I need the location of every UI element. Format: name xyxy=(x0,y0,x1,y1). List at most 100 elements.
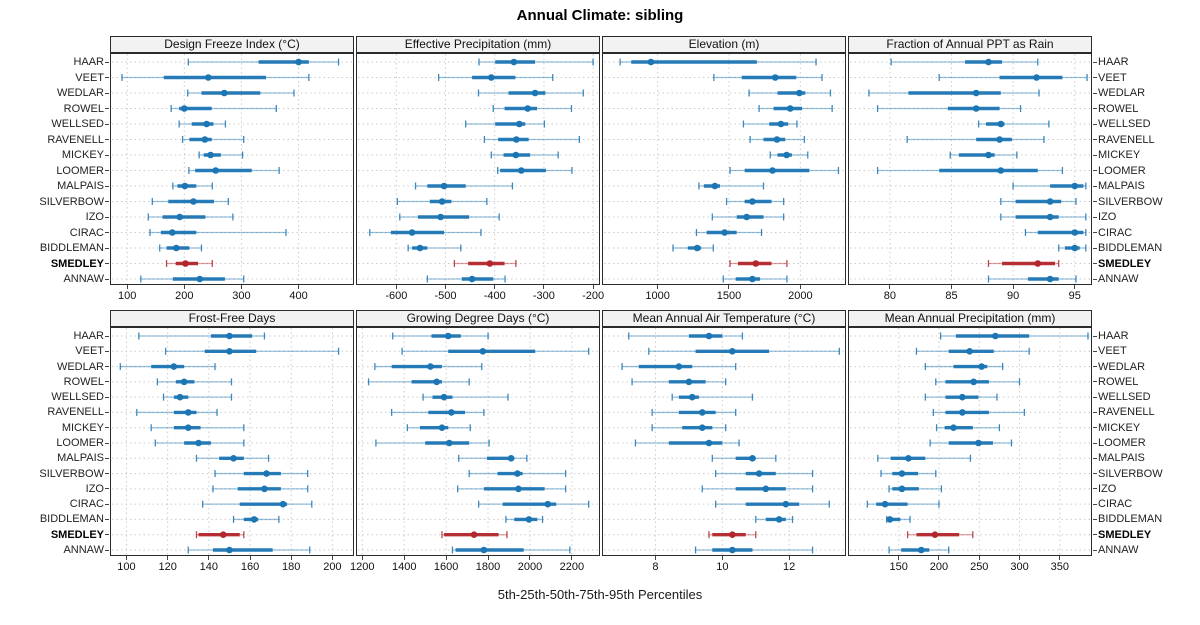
site-axis-tick xyxy=(105,549,109,551)
x-axis-tick xyxy=(403,556,405,560)
series-loomer xyxy=(375,439,490,447)
series-malpais xyxy=(698,182,765,190)
site-axis-tick xyxy=(1093,411,1097,413)
panel-design-freeze-index-c xyxy=(110,53,354,285)
site-axis-tick xyxy=(105,154,109,156)
x-axis-tick xyxy=(183,285,185,289)
series-mickey xyxy=(949,151,1018,159)
site-label-right-annaw: ANNAW xyxy=(1098,544,1139,556)
site-axis-tick xyxy=(1093,185,1097,187)
site-label-right-rowel: ROWEL xyxy=(1098,102,1139,115)
site-axis-tick xyxy=(105,170,109,171)
strip-frost-free-days: Frost-Free Days xyxy=(110,310,354,327)
site-label-right-malpais: MALPAIS xyxy=(1098,180,1145,192)
series-mickey xyxy=(198,151,244,159)
site-axis-tick xyxy=(105,278,109,280)
series-wedlar xyxy=(119,363,216,371)
series-wellsed xyxy=(977,120,1050,128)
series-veet xyxy=(401,347,590,355)
x-axis-label: 1500 xyxy=(716,290,742,302)
series-annaw xyxy=(187,546,311,554)
series-biddleman xyxy=(407,244,462,252)
site-axis-tick xyxy=(105,185,109,187)
site-label-right-mickey: MICKEY xyxy=(1098,149,1141,161)
site-axis-tick xyxy=(105,350,109,352)
x-axis-tick xyxy=(938,556,940,560)
site-label-left-malpais: MALPAIS xyxy=(57,180,104,192)
x-axis-tick xyxy=(721,556,723,560)
site-label-right-haar: HAAR xyxy=(1098,56,1129,68)
x-axis-tick xyxy=(126,285,128,289)
site-label-right-smedley: SMEDLEY xyxy=(1098,257,1152,270)
x-axis-label: 8 xyxy=(652,561,659,573)
site-axis-tick xyxy=(105,201,109,202)
series-ravenell xyxy=(651,408,737,416)
site-axis-tick xyxy=(1093,216,1097,218)
site-label-right-haar: HAAR xyxy=(1098,330,1129,342)
site-label-right-ravenell: RAVENELL xyxy=(1098,133,1155,146)
x-axis-label: 350 xyxy=(1050,561,1069,573)
site-label-left-cirac: CIRAC xyxy=(69,498,104,511)
site-label-right-ravenell: RAVENELL xyxy=(1098,406,1155,419)
series-annaw xyxy=(987,275,1077,283)
site-label-left-wedlar: WEDLAR xyxy=(56,360,104,373)
site-axis-tick xyxy=(105,442,109,444)
x-axis-label: 200 xyxy=(929,561,949,573)
site-axis-tick xyxy=(105,473,109,475)
x-axis-tick xyxy=(889,285,891,289)
series-veet xyxy=(648,347,840,355)
strip-design-freeze-index-c: Design Freeze Index (°C) xyxy=(110,36,354,53)
site-label-right-biddleman: BIDDLEMAN xyxy=(1098,513,1163,526)
site-label-left-loomer: LOOMER xyxy=(56,437,104,449)
site-axis-tick xyxy=(1093,442,1097,444)
x-axis-label: 80 xyxy=(883,290,897,302)
series-haar xyxy=(187,58,340,66)
site-label-left-silverbow: SILVERBOW xyxy=(39,467,104,480)
site-axis-tick xyxy=(1093,335,1097,337)
panel-mean-annual-air-temperature-c xyxy=(602,327,846,556)
series-haar xyxy=(939,332,1089,340)
site-label-right-annaw: ANNAW xyxy=(1098,273,1139,285)
site-axis-tick xyxy=(1093,278,1097,280)
site-label-left-annaw: ANNAW xyxy=(63,273,104,285)
site-axis-tick xyxy=(1093,123,1097,125)
site-axis-tick xyxy=(105,366,109,368)
site-label-left-mickey: MICKEY xyxy=(61,149,104,161)
x-axis-label: 1800 xyxy=(475,561,501,573)
series-rowel xyxy=(758,105,833,112)
site-axis-tick xyxy=(105,123,109,125)
site-label-left-rowel: ROWEL xyxy=(63,375,104,388)
site-axis-tick xyxy=(1093,77,1097,78)
site-axis-tick xyxy=(105,488,109,490)
site-axis-tick xyxy=(105,92,109,94)
x-axis-label: 140 xyxy=(199,561,219,573)
series-wellsed xyxy=(162,393,233,401)
series-haar xyxy=(619,58,817,66)
series-mickey xyxy=(651,424,727,432)
series-cirac xyxy=(202,500,313,508)
series-annaw xyxy=(722,275,788,283)
site-axis-tick xyxy=(1093,427,1097,429)
x-axis-tick xyxy=(592,285,594,289)
series-haar xyxy=(890,58,1039,66)
series-haar xyxy=(478,58,594,66)
series-cirac xyxy=(714,500,830,508)
x-axis-tick xyxy=(395,285,397,289)
site-label-right-wellsed: WELLSED xyxy=(1098,118,1151,130)
series-loomer xyxy=(497,167,573,174)
panel-growing-degree-days-c xyxy=(356,327,600,556)
site-label-right-veet: VEET xyxy=(1098,71,1127,84)
site-axis-tick xyxy=(1093,396,1097,398)
x-axis-tick xyxy=(487,556,489,560)
x-axis-tick xyxy=(1074,285,1076,289)
site-label-left-wellsed: WELLSED xyxy=(51,118,104,130)
site-label-left-loomer: LOOMER xyxy=(56,164,104,177)
x-axis-label: -600 xyxy=(385,290,408,302)
site-label-right-cirac: CIRAC xyxy=(1098,498,1133,511)
x-axis-label: 200 xyxy=(175,290,194,302)
site-axis-tick xyxy=(105,503,109,505)
x-axis-tick xyxy=(657,285,659,289)
x-axis-tick xyxy=(298,285,300,289)
series-biddleman xyxy=(232,515,280,523)
x-axis-label: 250 xyxy=(970,561,989,573)
